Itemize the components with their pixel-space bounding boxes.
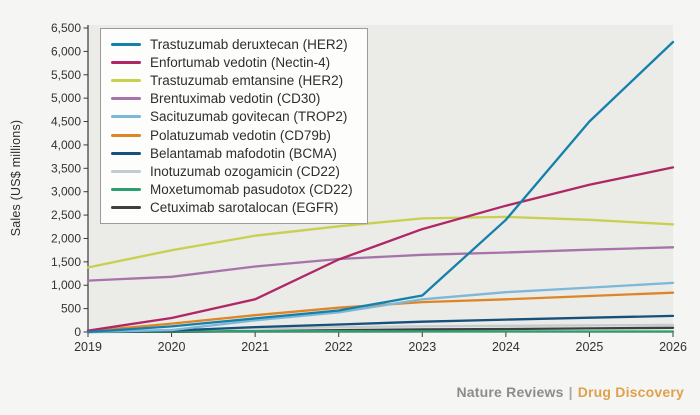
legend-swatch-icon	[111, 206, 141, 210]
footer-publication-name: Drug Discovery	[577, 384, 684, 400]
legend-swatch-icon	[111, 78, 141, 82]
series-line-belantamab-mafodotin-bcma	[86, 314, 675, 334]
x-tick-label: 2021	[241, 340, 269, 354]
y-tick-label: 2,500	[51, 208, 81, 222]
footer-journal-name: Nature Reviews	[456, 384, 564, 400]
legend-item-trastuzumab-emtansine-her2: Trastuzumab emtansine (HER2)	[111, 71, 353, 89]
y-tick-label: 5,500	[51, 68, 81, 82]
x-tick-label: 2025	[576, 340, 604, 354]
legend-label: Trastuzumab emtansine (HER2)	[150, 72, 344, 88]
legend-label: Belantamab mafodotin (BCMA)	[150, 145, 337, 161]
y-tick-label: 3,500	[51, 161, 81, 175]
x-tick-label: 2020	[158, 340, 186, 354]
series-line-trastuzumab-deruxtecan-her2	[86, 40, 675, 334]
y-tick-label: 6,000	[51, 44, 81, 58]
legend-swatch-icon	[111, 97, 141, 101]
series-line-trastuzumab-emtansine-her2	[86, 215, 675, 269]
x-tick-label: 2024	[492, 340, 520, 354]
y-tick-label: 1,000	[51, 278, 81, 292]
legend-swatch-icon	[111, 115, 141, 119]
y-tick-label: 0	[74, 325, 81, 339]
x-tick-label: 2026	[659, 340, 687, 354]
series-line-enfortumab-vedotin-nectin-4	[86, 166, 675, 332]
legend-label: Sacituzumab govitecan (TROP2)	[150, 109, 348, 125]
series-line-sacituzumab-govitecan-trop2	[86, 281, 675, 334]
x-tick-label: 2023	[408, 340, 436, 354]
legend-item-enfortumab-vedotin-nectin-4: Enfortumab vedotin (Nectin-4)	[111, 53, 353, 71]
legend-swatch-icon	[111, 133, 141, 137]
series-line-brentuximab-vedotin-cd30	[86, 246, 675, 282]
y-tick-label: 6,500	[51, 21, 81, 35]
legend-item-trastuzumab-deruxtecan-her2: Trastuzumab deruxtecan (HER2)	[111, 35, 353, 53]
legend-label: Polatuzumab vedotin (CD79b)	[150, 127, 331, 143]
legend-item-polatuzumab-vedotin-cd79b: Polatuzumab vedotin (CD79b)	[111, 126, 353, 144]
legend-swatch-icon	[111, 151, 141, 155]
legend-item-moxetumomab-pasudotox-cd22: Moxetumomab pasudotox (CD22)	[111, 181, 353, 199]
legend-swatch-icon	[111, 60, 141, 64]
series-line-moxetumomab-pasudotox-cd22	[86, 329, 675, 333]
legend-label: Inotuzumab ozogamicin (CD22)	[150, 163, 340, 179]
y-tick-label: 1,500	[51, 255, 81, 269]
legend-label: Moxetumomab pasudotox (CD22)	[150, 182, 353, 198]
y-tick-label: 2,000	[51, 231, 81, 245]
y-tick-label: 4,000	[51, 138, 81, 152]
legend-box: Trastuzumab deruxtecan (HER2) Enfortumab …	[100, 28, 368, 224]
legend-item-cetuximab-sarotalocan-egfr: Cetuximab sarotalocan (EGFR)	[111, 199, 353, 217]
y-axis-title: Sales (US$ millions)	[9, 119, 23, 237]
legend-swatch-icon	[111, 169, 141, 173]
y-tick-label: 500	[61, 302, 81, 316]
legend-swatch-icon	[111, 188, 141, 192]
legend-label: Enfortumab vedotin (Nectin-4)	[150, 54, 331, 70]
legend-label: Cetuximab sarotalocan (EGFR)	[150, 200, 339, 216]
y-tick-label: 3,000	[51, 185, 81, 199]
y-tick-label: 4,500	[51, 115, 81, 129]
legend-item-inotuzumab-ozogamicin-cd22: Inotuzumab ozogamicin (CD22)	[111, 162, 353, 180]
legend-label: Brentuximab vedotin (CD30)	[150, 91, 321, 107]
y-tick-label: 5,000	[51, 91, 81, 105]
footer-separator: |	[568, 384, 573, 400]
legend-label: Trastuzumab deruxtecan (HER2)	[150, 36, 348, 52]
legend-item-brentuximab-vedotin-cd30: Brentuximab vedotin (CD30)	[111, 90, 353, 108]
legend-item-sacituzumab-govitecan-trop2: Sacituzumab govitecan (TROP2)	[111, 108, 353, 126]
x-tick-label: 2022	[325, 340, 353, 354]
x-tick-label: 2019	[74, 340, 102, 354]
journal-footer: Nature Reviews | Drug Discovery	[457, 384, 685, 400]
legend-swatch-icon	[111, 42, 141, 46]
legend-item-belantamab-mafodotin-bcma: Belantamab mafodotin (BCMA)	[111, 144, 353, 162]
